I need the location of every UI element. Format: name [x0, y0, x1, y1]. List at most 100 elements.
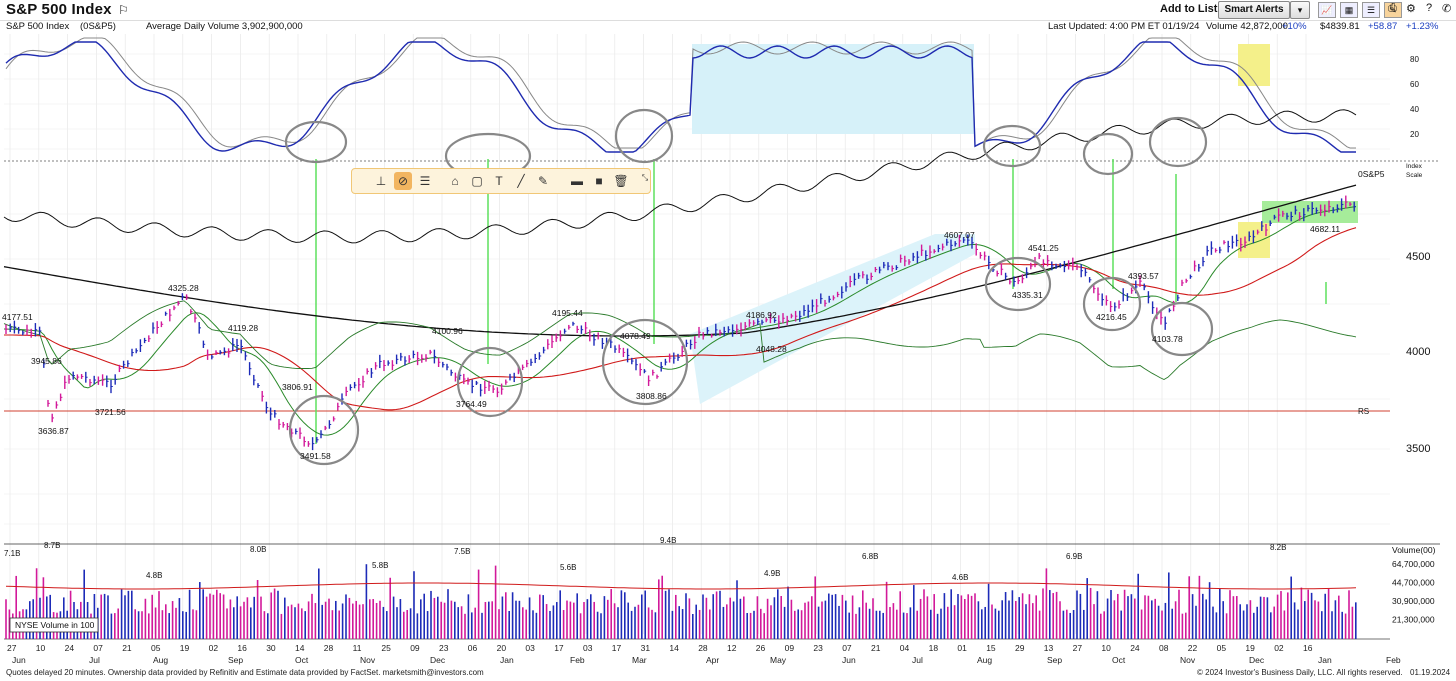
stoch-yellow-highlight — [1238, 44, 1270, 86]
symbol-ticker: (0S&P5) — [80, 21, 116, 32]
index-scale-label: Scale — [1406, 172, 1423, 179]
date-tick: 17 — [612, 643, 622, 653]
line-tool-icon[interactable]: ╱ — [517, 174, 525, 188]
crosshair-tool-icon[interactable]: ⊥ — [375, 174, 387, 188]
table-icon[interactable]: ☰ — [1362, 2, 1380, 18]
rectangle-tool-icon[interactable]: ▢ — [471, 174, 483, 188]
index-scale-label: Index — [1406, 163, 1423, 170]
annotation-circle — [982, 124, 1042, 168]
date-tick: 18 — [929, 643, 939, 653]
month-label: Jun — [842, 655, 856, 665]
print-icon[interactable]: ⎙ — [1388, 2, 1397, 14]
grid-icon[interactable]: ▦ — [1340, 2, 1358, 18]
ma200-line — [3, 184, 1357, 337]
month-label: Jun — [12, 655, 26, 665]
annotation-circle — [1082, 132, 1134, 176]
volume-axis-title: Volume(00) — [1392, 545, 1436, 555]
price-label: 4335.31 — [1012, 290, 1043, 300]
price-label: 4186.92 — [746, 310, 777, 320]
color-swatch-icon[interactable]: ■ — [595, 174, 603, 188]
price-label: 3636.87 — [38, 426, 69, 436]
price-label: 4325.28 — [168, 283, 199, 293]
drawing-toolbar: ⊥ ⊘ ☰ ⌂ ▢ T ╱ ✎ ▬ ■ 🗑 ⤡ — [351, 168, 651, 194]
line-style-icon[interactable]: ▬ — [571, 174, 583, 188]
price-label: 4103.78 — [1152, 334, 1183, 344]
footer-disclaimer: Quotes delayed 20 minutes. Ownership dat… — [6, 668, 484, 677]
date-tick: 01 — [957, 643, 967, 653]
month-label: Feb — [1386, 655, 1401, 665]
paint-icon[interactable]: ⌂ — [451, 174, 459, 188]
collapse-icon[interactable]: ⤡ — [641, 173, 649, 182]
help-icon[interactable]: ? — [1426, 2, 1433, 14]
ema21-line — [3, 206, 1357, 436]
annotation-circle — [1082, 276, 1142, 332]
annotation-circle — [614, 108, 674, 164]
page-title: S&P 500 Index — [6, 1, 112, 18]
date-tick: 06 — [468, 643, 478, 653]
volume-axis-label: 44,700,000 — [1392, 578, 1435, 588]
last-price: $4839.81 — [1320, 21, 1360, 32]
volume-label: 4.8B — [146, 571, 162, 580]
footer: Quotes delayed 20 minutes. Ownership dat… — [0, 668, 1456, 681]
volume-label: 4.6B — [952, 573, 968, 582]
volume-ma-line — [5, 582, 1357, 590]
nyse-volume-box — [9, 617, 99, 633]
date-tick: 02 — [1274, 643, 1284, 653]
date-tick: 27 — [7, 643, 17, 653]
price-label: 3808.86 — [636, 391, 667, 401]
flag-icon[interactable]: ⚐ — [118, 3, 129, 17]
annotation-circle — [601, 318, 689, 406]
smart-alerts-button[interactable]: Smart Alerts — [1218, 1, 1290, 19]
date-tick: 28 — [698, 643, 708, 653]
date-tick: 21 — [122, 643, 132, 653]
volume-label: 7.5B — [454, 547, 470, 556]
month-label: Nov — [360, 655, 376, 665]
date-tick: 10 — [36, 643, 46, 653]
date-tick: 09 — [785, 643, 795, 653]
text-tool-icon[interactable]: T — [495, 174, 503, 188]
tools-icon[interactable]: ⚙ — [1406, 3, 1416, 15]
volume-label: 7.1B — [4, 549, 20, 558]
date-tick: 19 — [1245, 643, 1255, 653]
phone-icon[interactable]: ✆ — [1442, 3, 1452, 15]
chart-icon[interactable]: 📈 — [1318, 2, 1336, 18]
trash-icon[interactable]: 🗑 — [613, 174, 629, 188]
month-label: Mar — [632, 655, 647, 665]
note-icon[interactable]: ✎ — [1384, 2, 1402, 18]
price-label: 4100.96 — [432, 326, 463, 336]
month-label: Aug — [977, 655, 992, 665]
price-label: 3721.56 — [95, 407, 126, 417]
volume-label: 9.4B — [660, 536, 676, 545]
smart-alerts-dropdown[interactable]: ▾ — [1290, 1, 1310, 19]
date-tick: 28 — [324, 643, 334, 653]
date-tick: 13 — [1044, 643, 1054, 653]
nyse-volume-label: NYSE Volume in 100 — [15, 620, 95, 630]
price-label: 4682.11 — [1310, 224, 1340, 234]
month-label: Sep — [1047, 655, 1062, 665]
date-tick: 25 — [381, 643, 391, 653]
stoch-axis-label: 60 — [1410, 80, 1419, 89]
price-label: 4607.07 — [944, 230, 975, 240]
month-label: Apr — [706, 655, 719, 665]
price-label: 4078.49 — [620, 331, 651, 341]
volume-label: 4.9B — [764, 569, 780, 578]
date-tick: 03 — [525, 643, 535, 653]
volume-value: Volume 42,872,000 — [1206, 21, 1288, 32]
price-axis-label: 3500 — [1406, 443, 1430, 455]
month-label: Aug — [153, 655, 168, 665]
date-tick: 30 — [266, 643, 276, 653]
footer-copyright: © 2024 Investor's Business Daily, LLC. A… — [1197, 668, 1403, 677]
volume-axis-label: 64,700,000 — [1392, 559, 1435, 569]
list-icon[interactable]: ☰ — [419, 174, 431, 188]
annotation-circle — [1148, 116, 1208, 168]
hide-drawings-icon[interactable]: ⊘ — [394, 172, 412, 190]
date-tick: 11 — [353, 643, 362, 653]
date-tick: 10 — [1101, 643, 1111, 653]
footer-date: 01.19.2024 — [1410, 668, 1451, 677]
date-tick: 31 — [641, 643, 651, 653]
month-label: Oct — [1112, 655, 1126, 665]
rs-label: RS — [1358, 407, 1369, 416]
stoch-axis-label: 40 — [1410, 105, 1419, 114]
price-chart[interactable]: 27 10 24 07 21 05 19 02 16 30 14 28 11 25 09 23 06 20 03 17… — [0, 34, 1456, 668]
pen-tool-icon[interactable]: ✎ — [537, 174, 549, 188]
